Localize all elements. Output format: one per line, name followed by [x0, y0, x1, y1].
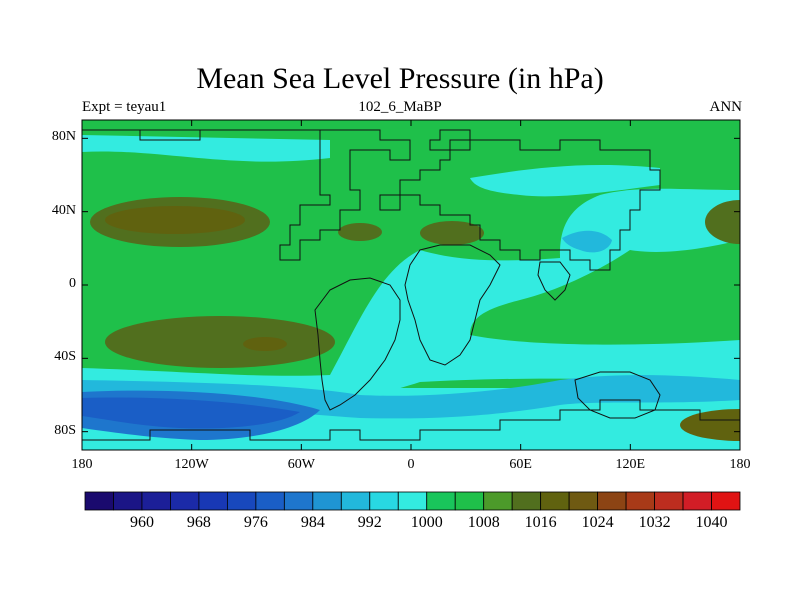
- colorbar-box-8: [312, 491, 342, 511]
- colorbar-boxes: [84, 491, 741, 511]
- colorbar-box-17: [568, 491, 599, 511]
- lat-label-0: 80N: [51, 129, 76, 145]
- lon-label-5: 120E: [615, 457, 646, 472]
- field-cyan-arctic: [470, 165, 660, 197]
- colorbar-box-16: [540, 491, 570, 511]
- colorbar-box-22: [711, 491, 741, 511]
- colorbar-label-0: 960: [129, 514, 154, 531]
- colorbar-box-2: [141, 491, 171, 511]
- colorbar-box-18: [597, 491, 627, 511]
- lon-label-4: 60E: [509, 457, 532, 472]
- colorbar-label-4: 992: [357, 514, 382, 531]
- coastline-africa: [404, 244, 501, 366]
- colorbar-box-19: [625, 491, 655, 511]
- colorbar-label-8: 1024: [581, 514, 614, 531]
- colorbar-label-6: 1008: [467, 514, 500, 531]
- field-dark-olive-southern-ocean: [680, 409, 740, 441]
- colorbar-box-21: [682, 491, 712, 511]
- latitude-ticks: [82, 137, 740, 433]
- colorbar-box-11: [397, 491, 428, 511]
- lat-label-2: 0: [69, 276, 76, 291]
- colorbar-box-7: [283, 491, 314, 511]
- colorbar-label-3: 984: [300, 514, 325, 531]
- lon-label-3: 0: [407, 457, 415, 472]
- colorbar-box-14: [483, 491, 513, 511]
- lon-label-6: 180: [729, 457, 751, 472]
- colorbar-box-0: [84, 491, 114, 511]
- field-olive-east-pacific: [705, 200, 740, 244]
- colorbar-box-15: [511, 491, 542, 511]
- colorbar-box-5: [226, 491, 257, 511]
- field-dark-olive-south-pacific: [243, 337, 287, 351]
- colorbar-label-5: 1000: [410, 514, 443, 531]
- field-olive-north-atlantic: [338, 223, 382, 241]
- field-olive-mediterranean: [420, 221, 484, 245]
- coastline-south-america: [314, 277, 401, 411]
- coastlines: [82, 129, 740, 441]
- lon-label-2: 60W: [287, 457, 315, 472]
- colorbar-label-9: 1032: [638, 514, 671, 531]
- coastline-greenland: [429, 129, 471, 151]
- lon-label-1: 120W: [174, 457, 209, 472]
- pressure-field: [82, 120, 740, 450]
- colorbar-box-6: [255, 491, 285, 511]
- field-dark-blue-south: [82, 397, 300, 429]
- colorbar-box-20: [654, 491, 684, 511]
- experiment-label: Expt = teyau1: [82, 99, 167, 115]
- lon-label-0: 180: [71, 457, 93, 472]
- colorbar-box-9: [340, 491, 371, 511]
- period-label: 102_6_MaBP: [358, 99, 442, 115]
- season-label: ANN: [709, 99, 743, 115]
- field-cyan-north: [82, 135, 330, 162]
- colorbar-box-4: [198, 491, 228, 511]
- coastline-australia: [574, 371, 661, 419]
- colorbar-box-1: [113, 491, 143, 511]
- colorbar-label-1: 968: [186, 514, 211, 531]
- colorbar-label-10: 1040: [695, 514, 728, 531]
- lat-label-3: 40S: [54, 349, 76, 365]
- lat-label-4: 80S: [54, 422, 76, 438]
- colorbar-box-13: [454, 491, 485, 511]
- colorbar-box-10: [369, 491, 399, 511]
- coastline-antarctica: [82, 399, 740, 441]
- colorbar-box-12: [426, 491, 456, 511]
- field-light-blue-asia: [562, 230, 612, 253]
- field-dark-olive-north-pacific: [105, 206, 245, 234]
- lat-label-1: 40N: [51, 202, 76, 218]
- chart-title: Mean Sea Level Pressure (in hPa): [196, 62, 604, 95]
- coastline-eurasia: [379, 139, 661, 271]
- coastline-north-america: [82, 129, 411, 261]
- colorbar-box-3: [170, 491, 200, 511]
- colorbar-label-2: 976: [243, 514, 268, 531]
- coastline-india: [537, 261, 571, 301]
- longitude-ticks: [81, 120, 741, 450]
- colorbar-label-7: 1016: [524, 514, 557, 531]
- field-olive-south-pacific: [105, 316, 335, 368]
